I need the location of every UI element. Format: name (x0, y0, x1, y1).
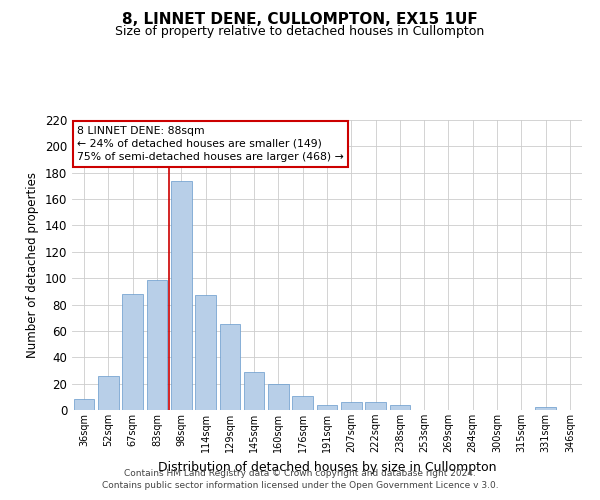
Text: Size of property relative to detached houses in Cullompton: Size of property relative to detached ho… (115, 25, 485, 38)
Bar (365, 402, 386, 410)
Bar (341, 402, 362, 410)
Text: Contains HM Land Registry data © Crown copyright and database right 2024.: Contains HM Land Registry data © Crown c… (124, 468, 476, 477)
Bar (317, 404, 337, 410)
Text: 8, LINNET DENE, CULLOMPTON, EX15 1UF: 8, LINNET DENE, CULLOMPTON, EX15 1UF (122, 12, 478, 28)
X-axis label: Distribution of detached houses by size in Cullompton: Distribution of detached houses by size … (158, 460, 496, 473)
Bar (292, 396, 313, 410)
Bar (98, 376, 119, 410)
Bar (146, 280, 167, 410)
Bar (122, 294, 143, 410)
Bar (74, 400, 94, 410)
Bar (244, 372, 265, 410)
Bar (195, 296, 216, 410)
Text: 8 LINNET DENE: 88sqm
← 24% of detached houses are smaller (149)
75% of semi-deta: 8 LINNET DENE: 88sqm ← 24% of detached h… (77, 126, 344, 162)
Bar (171, 180, 191, 410)
Bar (535, 408, 556, 410)
Y-axis label: Number of detached properties: Number of detached properties (26, 172, 39, 358)
Bar (389, 404, 410, 410)
Text: Contains public sector information licensed under the Open Government Licence v : Contains public sector information licen… (101, 481, 499, 490)
Bar (220, 324, 240, 410)
Bar (268, 384, 289, 410)
